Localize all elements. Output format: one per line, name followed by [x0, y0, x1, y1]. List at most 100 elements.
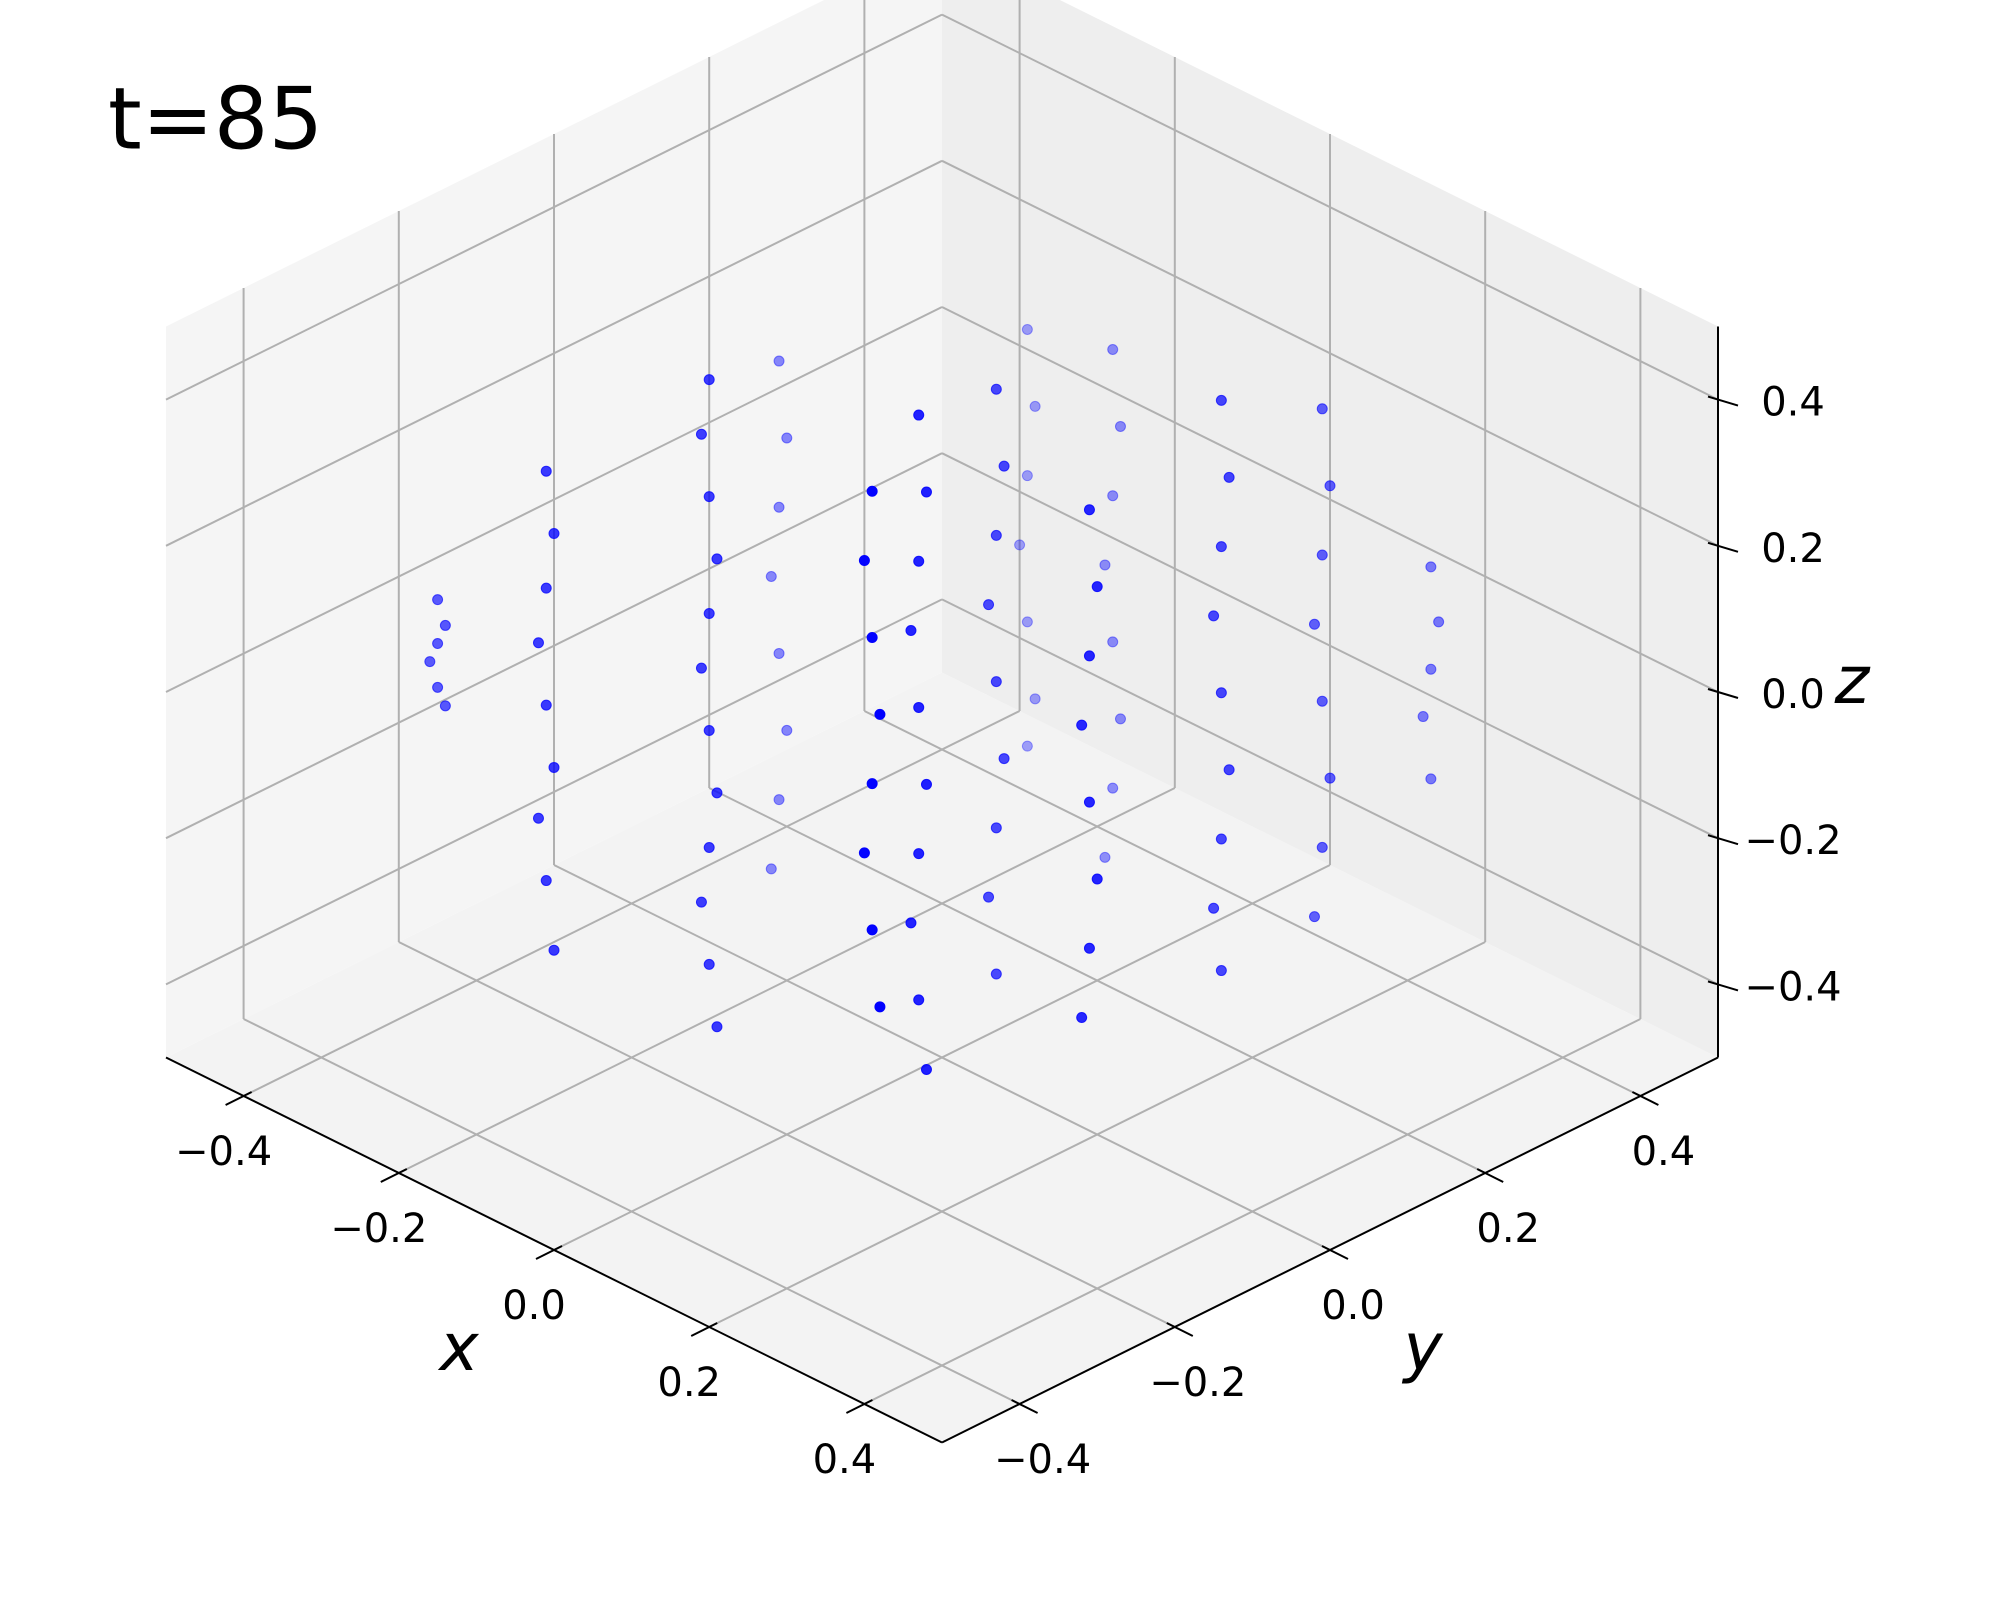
point: [1208, 610, 1220, 622]
point: [703, 491, 715, 503]
tick-mark: [225, 1091, 253, 1106]
points: [424, 323, 1445, 1075]
point: [905, 625, 917, 636]
grid-line: [863, 710, 1641, 1097]
point: [1208, 902, 1220, 914]
grid-line: [553, 864, 1331, 1251]
point: [1425, 773, 1437, 785]
point: [858, 847, 870, 859]
point: [913, 994, 925, 1006]
point: [773, 794, 785, 806]
point: [1425, 561, 1437, 573]
point: [1029, 693, 1041, 705]
point: [711, 553, 723, 565]
point: [1308, 911, 1320, 923]
point: [532, 812, 544, 824]
point: [548, 761, 560, 773]
point: [1083, 942, 1095, 954]
point: [773, 501, 785, 513]
x-tick-label: 0.2: [657, 1360, 721, 1406]
y-tick-label: 0.0: [1321, 1283, 1385, 1329]
tick-mark: [1166, 1322, 1194, 1337]
z-tick-label: 0.0: [1761, 672, 1825, 718]
point: [1076, 1012, 1088, 1024]
point: [1433, 616, 1445, 628]
point: [1223, 764, 1235, 776]
point: [1215, 833, 1227, 845]
tick-mark: [845, 1399, 873, 1414]
point: [990, 383, 1002, 395]
point: [1091, 581, 1103, 593]
point: [1316, 403, 1328, 415]
point: [990, 676, 1002, 688]
y-tick-label: −0.2: [1149, 1360, 1246, 1406]
point: [913, 409, 925, 421]
tick-mark: [1707, 395, 1739, 407]
point: [703, 958, 715, 970]
point: [1083, 504, 1095, 516]
grid-line: [941, 598, 1719, 986]
point: [432, 638, 444, 650]
grid-line: [941, 159, 1719, 547]
point: [432, 681, 444, 693]
point: [866, 631, 878, 643]
point: [1223, 471, 1235, 483]
z-axis-label: z: [1834, 642, 1871, 719]
point: [1021, 616, 1033, 628]
point: [1316, 841, 1328, 853]
point: [866, 924, 878, 936]
point: [711, 787, 723, 799]
grid: [165, 0, 1719, 1405]
point: [695, 896, 707, 908]
point: [540, 582, 552, 594]
y-tick-label: 0.4: [1632, 1129, 1696, 1175]
point: [432, 594, 444, 606]
point: [1021, 470, 1033, 482]
point: [866, 778, 878, 790]
point: [866, 485, 878, 497]
tick-mark: [1707, 980, 1739, 992]
point: [781, 724, 793, 736]
point: [695, 428, 707, 440]
tick-mark: [690, 1322, 718, 1337]
point: [983, 891, 995, 903]
axes: −0.4 −0.2 0.0 0.2 0.4 −0.4 −0.2 0.0 0.2 0.4 −0.4 −0…: [165, 326, 1842, 1483]
point: [920, 1063, 932, 1075]
point: [703, 374, 715, 386]
point: [920, 486, 932, 498]
point: [990, 968, 1002, 980]
z-tick-label: 0.4: [1761, 380, 1825, 426]
tick-mark: [1321, 1245, 1349, 1260]
grid-line: [165, 598, 943, 986]
point: [998, 753, 1010, 765]
point: [1107, 636, 1119, 648]
point: [920, 778, 932, 790]
point: [711, 1021, 723, 1033]
point: [983, 599, 995, 611]
point: [1215, 687, 1227, 699]
tick-mark: [1707, 834, 1739, 846]
point: [913, 848, 925, 860]
point: [874, 708, 886, 720]
point: [1114, 713, 1126, 725]
point: [1099, 851, 1111, 863]
point: [990, 529, 1002, 541]
z-tick-label: 0.2: [1761, 526, 1825, 572]
point: [703, 841, 715, 853]
grid-line: [243, 1018, 1021, 1405]
point: [773, 647, 785, 659]
point: [424, 656, 436, 668]
point: [532, 637, 544, 649]
point: [765, 863, 777, 875]
grid-line: [941, 452, 1719, 840]
x-axis-label: x: [437, 1309, 479, 1386]
point: [1099, 559, 1111, 571]
point: [540, 465, 552, 477]
grid-line: [165, 306, 943, 693]
point: [773, 355, 785, 367]
point: [703, 608, 715, 620]
point: [548, 944, 560, 956]
x-tick-label: 0.0: [502, 1283, 566, 1329]
point: [1215, 394, 1227, 406]
